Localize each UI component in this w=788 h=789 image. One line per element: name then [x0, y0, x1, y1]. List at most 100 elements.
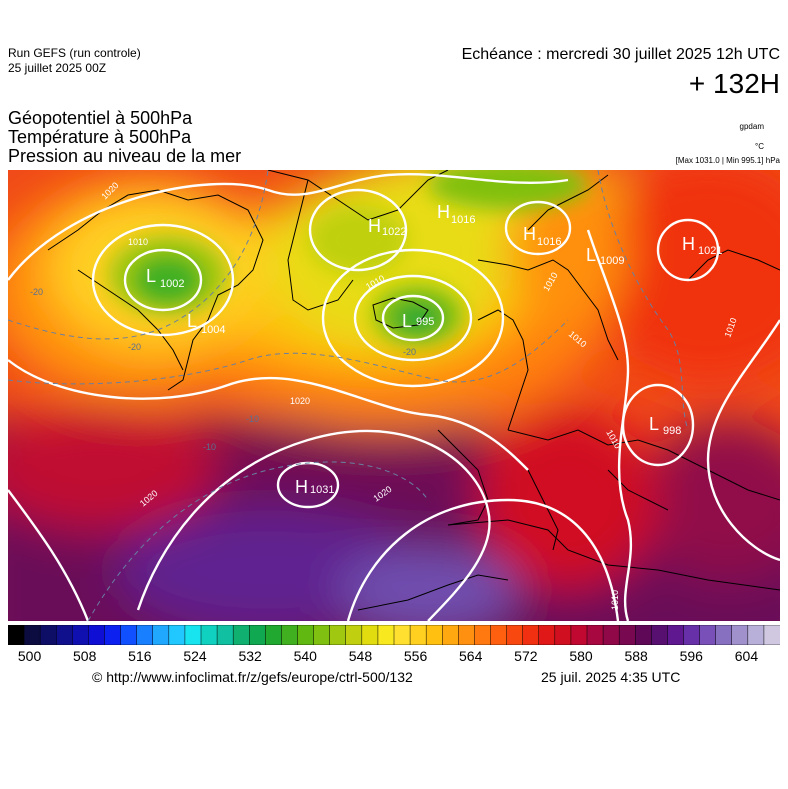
- svg-text:L: L: [187, 311, 197, 331]
- title-line-pressure: Pression au niveau de la mer: [8, 146, 242, 166]
- title-line-geopotential: Géopotentiel à 500hPa: [8, 108, 193, 128]
- colorbar-label: 508: [73, 648, 97, 664]
- pressure-center-high-1021: H 1021: [682, 234, 722, 257]
- colorbar-swatch: [651, 625, 669, 645]
- svg-text:H: H: [295, 477, 308, 497]
- colorbar-label: 596: [679, 648, 703, 664]
- svg-text:1022: 1022: [382, 226, 406, 238]
- temperature-contours: [8, 170, 689, 621]
- colorbar-swatch: [120, 625, 138, 645]
- colorbar-label: 580: [569, 648, 593, 664]
- pressure-center-high-1022: H 1022: [368, 216, 406, 238]
- colorbar-label: 564: [459, 648, 483, 664]
- svg-text:998: 998: [663, 425, 681, 437]
- colorbar-swatch: [168, 625, 186, 645]
- colorbar-label: 524: [183, 648, 207, 664]
- colorbar-swatch: [458, 625, 476, 645]
- colorbar-swatch: [345, 625, 363, 645]
- colorbar-swatch: [425, 625, 444, 645]
- colorbar-swatch: [586, 625, 604, 645]
- colorbar-label: 500: [17, 648, 42, 664]
- weather-map: H 1031 H 1022 H 1016 H 1016 H 1021 L 100…: [8, 170, 780, 621]
- svg-text:L: L: [402, 311, 412, 331]
- svg-text:1021: 1021: [698, 245, 722, 257]
- pressure-center-low-1002: L 1002: [146, 266, 184, 290]
- colorbar-swatch: [522, 625, 540, 645]
- colorbar-swatch: [474, 625, 492, 645]
- colorbar-swatch: [152, 625, 170, 645]
- colorbar: [8, 625, 780, 645]
- svg-text:L: L: [146, 266, 156, 286]
- temperature-label: -20: [30, 287, 43, 297]
- colorbar-swatch: [313, 625, 331, 645]
- colorbar-swatch: [683, 625, 701, 645]
- colorbar-swatch: [88, 625, 106, 645]
- svg-text:H: H: [682, 234, 695, 254]
- colorbar-swatch: [184, 625, 202, 645]
- run-date: 25 juillet 2025 00Z: [8, 61, 107, 75]
- colorbar-swatch: [747, 625, 765, 645]
- colorbar-swatch: [393, 625, 411, 645]
- svg-text:1016: 1016: [451, 214, 475, 226]
- colorbar-swatch: [699, 625, 717, 645]
- pressure-centers: H 1031 H 1022 H 1016 H 1016 H 1021 L 100…: [146, 202, 722, 497]
- pressure-center-low-995: L 995: [402, 311, 434, 331]
- forecast-valid-time: Echéance : mercredi 30 juillet 2025 12h …: [461, 46, 780, 63]
- title-line-temperature: Température à 500hPa: [8, 127, 192, 147]
- temperature-labels: -20 -20 -20 -10 -10: [30, 287, 416, 452]
- colorbar-swatch: [635, 625, 653, 645]
- temperature-label: -10: [246, 414, 259, 424]
- colorbar-swatch: [602, 625, 620, 645]
- colorbar-swatch: [136, 625, 154, 645]
- colorbar-label: 572: [514, 648, 538, 664]
- colorbar-swatch: [618, 625, 636, 645]
- colorbar-swatch: [249, 625, 267, 645]
- colorbar-labels: 500 508 516 524 532 540 548 556 564 572 580 588 596 6…: [8, 648, 780, 666]
- colorbar-swatch: [715, 625, 733, 645]
- colorbar-swatch: [265, 625, 283, 645]
- geopotential-field: [8, 170, 780, 621]
- pressure-center-high-1016-west: H 1016: [437, 202, 475, 226]
- pressure-center-low-1009: L 1009: [586, 245, 624, 267]
- pressure-center-low-1004: L 1004: [187, 311, 225, 336]
- colorbar-swatch: [538, 625, 556, 645]
- colorbar-label: 548: [348, 648, 373, 664]
- pressure-center-low-998: L 998: [649, 414, 681, 437]
- colorbar-label: 556: [403, 648, 428, 664]
- colorbar-label: 588: [624, 648, 648, 664]
- temperature-label: -20: [403, 347, 416, 357]
- copyright-source: © http://www.infoclimat.fr/z/gefs/europe…: [92, 669, 413, 685]
- colorbar-swatch: [667, 625, 685, 645]
- map-title: Géopotentiel à 500hPa Température à 500h…: [8, 109, 241, 166]
- colorbar-swatch: [731, 625, 749, 645]
- colorbar-swatch: [104, 625, 122, 645]
- colorbar-swatch: [554, 625, 572, 645]
- colorbar-swatch: [39, 625, 57, 645]
- colorbar-swatch: [377, 625, 395, 645]
- svg-text:995: 995: [416, 316, 434, 328]
- colorbar-swatch: [72, 625, 90, 645]
- colorbar-label: 516: [128, 648, 152, 664]
- isobar-label: 1020: [290, 396, 310, 406]
- colorbar-swatch: [232, 625, 250, 645]
- colorbar-swatch: [216, 625, 234, 645]
- svg-text:1031: 1031: [310, 484, 334, 496]
- run-title: Run GEFS (run controle): [8, 46, 141, 60]
- unit-gpdam: gpdam: [739, 122, 764, 131]
- isobar-label: 1010: [610, 590, 620, 610]
- colorbar-swatch: [329, 625, 347, 645]
- colorbar-swatch: [409, 625, 427, 645]
- pressure-center-high-1016-east: H 1016: [523, 224, 561, 248]
- colorbar-label: 532: [238, 648, 262, 664]
- colorbar-swatch: [442, 625, 460, 645]
- pressure-max-min: [Max 1031.0 | Min 995.1] hPa: [675, 156, 780, 165]
- colorbar-swatch: [361, 625, 379, 645]
- colorbar-swatch: [56, 625, 74, 645]
- forecast-horizon: + 132H: [688, 68, 780, 99]
- colorbar-label: 604: [734, 648, 759, 664]
- pressure-center-high-1031: H 1031: [295, 477, 334, 497]
- colorbar-swatch: [23, 625, 41, 645]
- svg-text:H: H: [437, 202, 450, 222]
- svg-text:1004: 1004: [201, 324, 225, 336]
- temperature-label: -10: [203, 442, 216, 452]
